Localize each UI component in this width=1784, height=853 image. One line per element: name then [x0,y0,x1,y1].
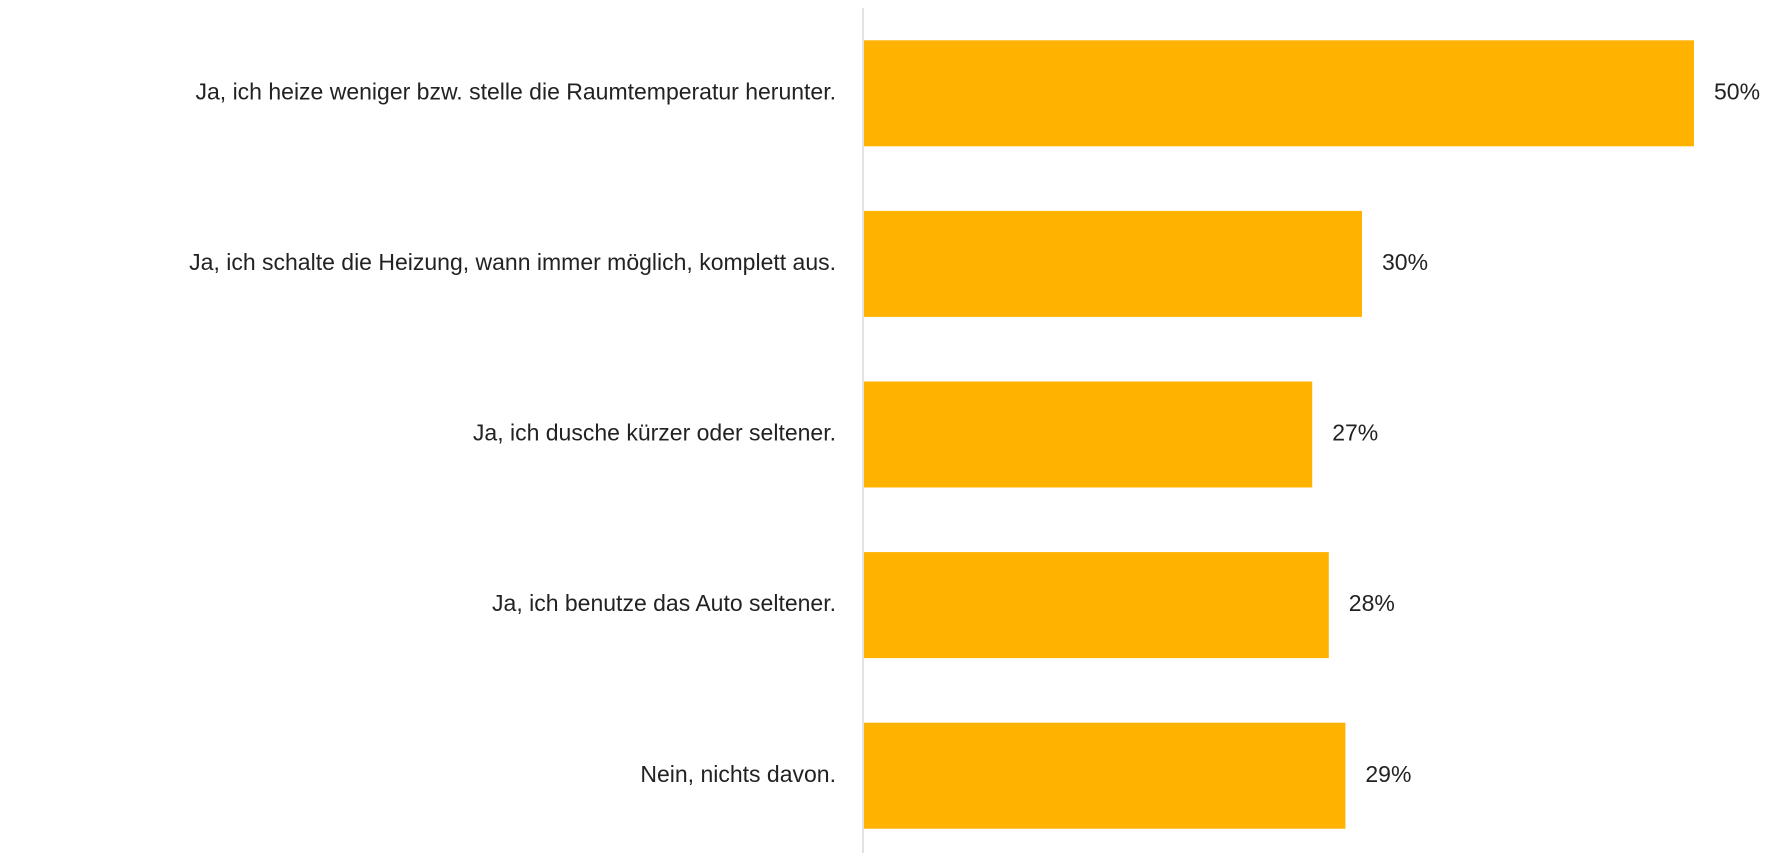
value-label: 27% [1332,420,1378,446]
category-label: Ja, ich schalte die Heizung, wann immer … [189,249,836,275]
bar [864,40,1694,147]
value-label: 28% [1349,590,1395,616]
value-label: 30% [1382,249,1428,275]
category-label: Nein, nichts davon. [640,761,836,787]
bar [864,552,1329,659]
bar [864,722,1346,829]
category-label: Ja, ich heize weniger bzw. stelle die Ra… [196,78,837,104]
category-label: Ja, ich benutze das Auto seltener. [492,590,836,616]
value-label: 29% [1365,761,1411,787]
value-label: 50% [1714,78,1760,104]
category-label: Ja, ich dusche kürzer oder seltener. [473,420,836,446]
bar [864,381,1313,488]
bar [864,210,1362,317]
